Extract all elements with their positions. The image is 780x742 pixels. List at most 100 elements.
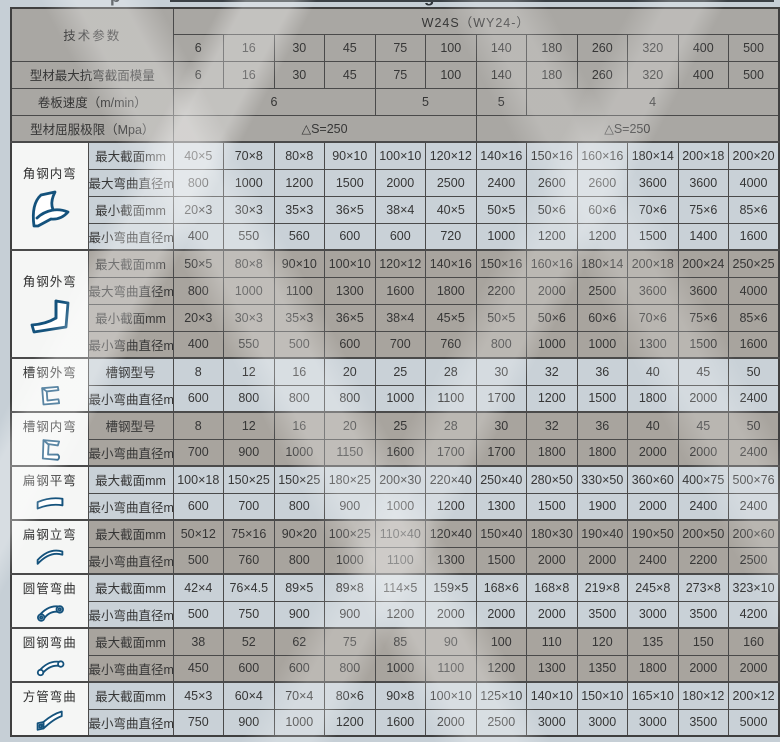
value-cell: 260 <box>576 60 629 89</box>
flat-steel-flat-bend-icon <box>12 489 87 519</box>
row-label: 最大截面mm <box>87 141 174 170</box>
value-cell: 1350 <box>576 654 629 683</box>
value-cell: 150×25 <box>273 465 326 494</box>
value-cell: 1600 <box>374 708 427 737</box>
value-cell: 45 <box>324 60 376 89</box>
value-cell: 1000 <box>526 330 578 359</box>
value-cell: 89×8 <box>324 573 376 602</box>
value-cell: 1700 <box>475 438 528 467</box>
value-cell: 100 <box>475 627 528 656</box>
value-cell: 1200 <box>324 708 376 737</box>
value-cell: 45×3 <box>172 681 225 710</box>
value-cell: 2400 <box>728 438 780 467</box>
value-cell: 1800 <box>627 384 679 413</box>
value-cell: 159×5 <box>425 573 477 602</box>
row-label: 最大截面mm <box>87 627 174 656</box>
tech-params-header: 技术参数 <box>10 7 174 62</box>
value-cell: 1600 <box>728 222 780 251</box>
value-cell: 1300 <box>475 492 528 521</box>
row-label: 最大截面mm <box>87 519 174 548</box>
value-cell: 2000 <box>677 654 730 683</box>
value-cell: 75×6 <box>677 195 730 224</box>
value-cell: 90×8 <box>374 681 427 710</box>
section-cell-flat-steel-edge-bend: 扁钢立弯 <box>10 519 89 575</box>
round-bar-bend-icon <box>12 651 87 681</box>
model-column-header: 16 <box>223 33 275 62</box>
value-cell: 2000 <box>526 276 578 305</box>
value-cell: 3000 <box>576 708 629 737</box>
value-cell: 1000 <box>273 438 326 467</box>
value-cell: 4000 <box>728 168 780 197</box>
section-title: 角钢内弯 <box>22 167 77 181</box>
value-cell: 720 <box>425 222 477 251</box>
value-cell: 600 <box>273 654 326 683</box>
value-cell: 1000 <box>576 330 629 359</box>
value-cell: 100×18 <box>172 465 225 494</box>
value-cell: 800 <box>273 546 326 575</box>
value-cell: 160×16 <box>526 249 578 278</box>
value-cell: 140×10 <box>526 681 578 710</box>
value-cell: 320 <box>627 60 679 89</box>
value-cell: 38×4 <box>374 303 427 332</box>
value-cell: 1100 <box>374 546 427 575</box>
model-column-header: 45 <box>324 33 376 62</box>
value-cell: 120 <box>576 627 629 656</box>
row-label: 最小弯曲直径mm <box>87 222 174 251</box>
row-label: 槽钢型号 <box>87 411 174 440</box>
model-column-header: 30 <box>273 33 326 62</box>
value-cell: 1000 <box>273 708 326 737</box>
value-cell: 1000 <box>223 168 275 197</box>
row-label: 最小截面mm <box>87 303 174 332</box>
model-column-header: 400 <box>677 33 730 62</box>
value-cell: 1500 <box>475 546 528 575</box>
value-cell: 400×75 <box>677 465 730 494</box>
value-cell: 750 <box>223 600 275 629</box>
section-title: 圆管弯曲 <box>22 582 77 596</box>
value-cell: 168×8 <box>526 573 578 602</box>
value-cell: 100×10 <box>425 681 477 710</box>
value-cell: 1500 <box>576 384 629 413</box>
section-cell-channel-steel-outer-bend: 槽钢外弯 <box>10 357 89 413</box>
value-cell: 2000 <box>576 546 629 575</box>
value-cell: 140×16 <box>475 141 528 170</box>
value-cell: 600 <box>324 222 376 251</box>
value-cell: 35×3 <box>273 195 326 224</box>
value-cell: 800 <box>475 330 528 359</box>
value-cell: 800 <box>273 492 326 521</box>
value-cell: 1000 <box>223 276 275 305</box>
value-cell: 3500 <box>576 600 629 629</box>
value-cell: 90×20 <box>273 519 326 548</box>
value-cell: 2200 <box>677 546 730 575</box>
value-cell: 1100 <box>425 384 477 413</box>
value-cell: 6 <box>172 60 225 89</box>
value-cell: 800 <box>172 276 225 305</box>
value-cell: 190×50 <box>627 519 679 548</box>
value-cell: 76×4.5 <box>223 573 275 602</box>
value-cell: 760 <box>425 330 477 359</box>
value-cell: 180×12 <box>677 681 730 710</box>
row-label: 最小弯曲直径mm <box>87 330 174 359</box>
value-cell: 89×5 <box>273 573 326 602</box>
value-cell: 250×40 <box>475 465 528 494</box>
value-cell: 90×10 <box>324 141 376 170</box>
angle-steel-outer-bend-icon <box>12 294 87 340</box>
value-cell: 330×50 <box>576 465 629 494</box>
value-cell: 2000 <box>374 168 427 197</box>
value-cell: 1200 <box>425 492 477 521</box>
value-cell: 32 <box>526 357 578 386</box>
value-cell: 60×6 <box>576 195 629 224</box>
value-cell: 100×25 <box>324 519 376 548</box>
value-cell: 180×30 <box>526 519 578 548</box>
value-cell: 2000 <box>627 438 679 467</box>
value-cell: 1500 <box>526 492 578 521</box>
value-cell: 75 <box>374 60 427 89</box>
row-label: 最小弯曲直径mm <box>87 708 174 737</box>
section-title: 槽钢内弯 <box>22 420 77 434</box>
row-label: 槽钢型号 <box>87 357 174 386</box>
value-cell: 2600 <box>526 168 578 197</box>
value-cell: 200×50 <box>677 519 730 548</box>
channel-steel-outer-bend-icon <box>12 381 87 411</box>
value-cell: 70×6 <box>627 303 679 332</box>
row-label: 最小弯曲直径mm <box>87 384 174 413</box>
value-cell: 180 <box>526 60 578 89</box>
